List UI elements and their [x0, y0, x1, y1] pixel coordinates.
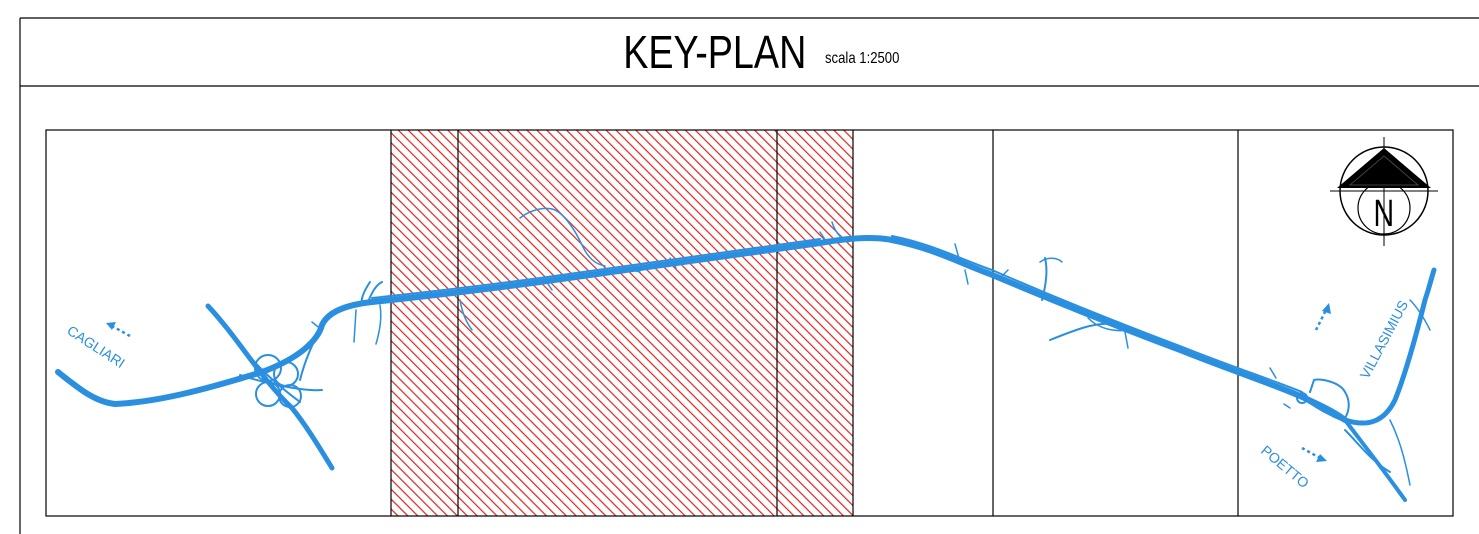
title-block: KEY-PLAN scala 1:2500 [20, 18, 1479, 86]
compass-north-icon: N [1330, 137, 1438, 246]
dotted-arrow-icon [106, 322, 131, 338]
place-cagliari: CAGLIARI [64, 322, 131, 371]
scale-label: scala 1:2500 [824, 50, 900, 67]
sheet-frame [19, 17, 1479, 534]
dotted-arrow-icon [1314, 303, 1331, 331]
main-road [55, 234, 1348, 423]
map-frame [45, 129, 1454, 517]
page-title: KEY-PLAN [623, 26, 807, 78]
place-poetto: POETTO [1258, 442, 1327, 491]
road-network [55, 207, 1437, 502]
hatched-area [391, 130, 853, 516]
north-label: N [1373, 193, 1394, 235]
dotted-arrow-icon [1301, 446, 1327, 462]
label-villasimius: VILLASIMIUS [1357, 298, 1412, 382]
place-villasimius: VILLASIMIUS [1314, 298, 1412, 382]
